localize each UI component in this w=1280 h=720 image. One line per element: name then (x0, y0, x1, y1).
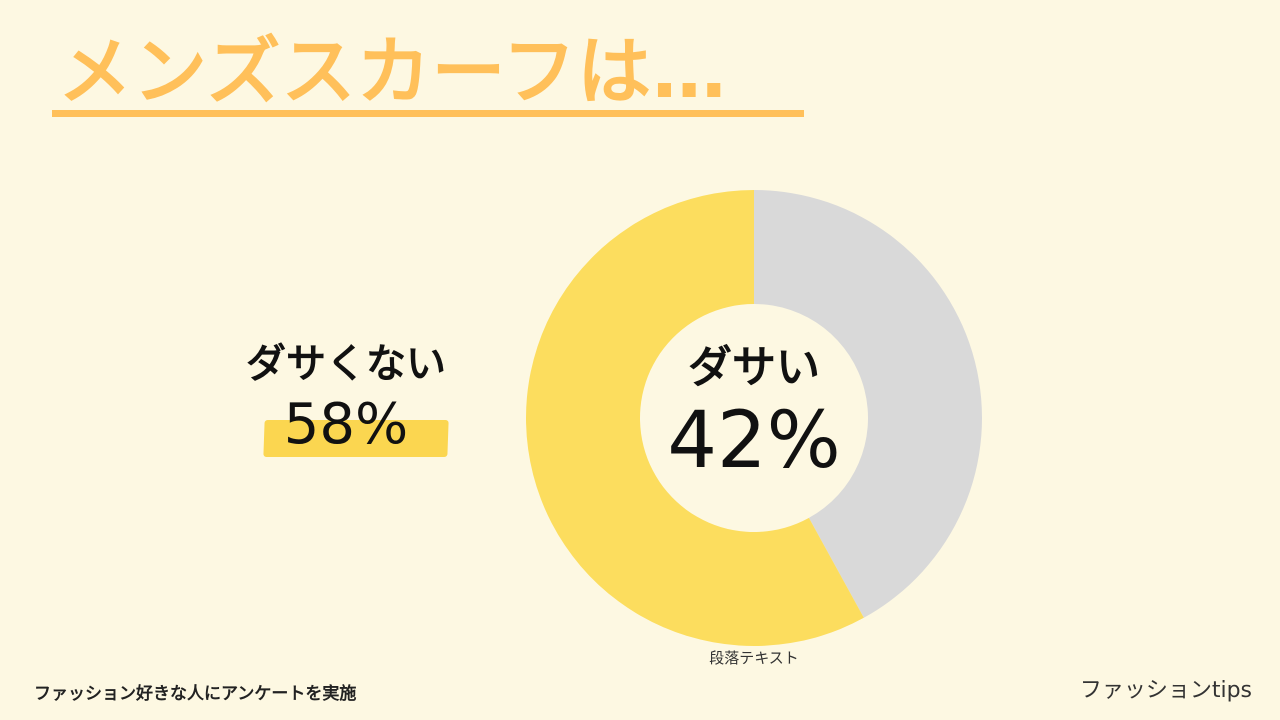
dasai-label: ダサい (688, 342, 820, 393)
page-title: メンズスカーフは… (58, 29, 728, 115)
title-block: メンズスカーフは… (52, 22, 804, 122)
slice-dasai (754, 190, 983, 618)
survey-note: ファッション好きな人にアンケートを実施 (34, 684, 357, 704)
dasai-percent: 42% (667, 396, 841, 486)
not-dasai-percent: 58% (283, 392, 409, 457)
title-underline (52, 110, 804, 117)
paragraph-text: 段落テキスト (709, 649, 799, 667)
slice-not-dasai (526, 190, 864, 646)
not-dasai-label: ダサくない (246, 341, 446, 387)
brand-name: ファッションtips (1079, 678, 1252, 703)
